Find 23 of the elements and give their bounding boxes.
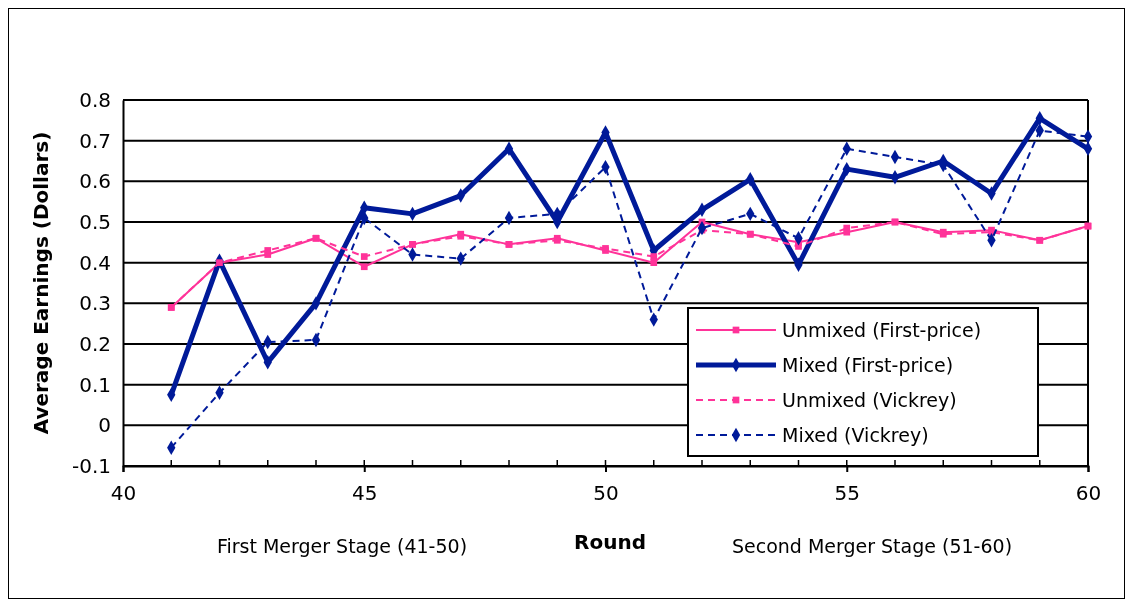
y-tick-label: -0.1 [71,453,111,478]
legend-label: Mixed (Vickrey) [782,424,929,446]
legend-label: Unmixed (First-price) [782,319,982,341]
text: First Merger Stage (41-50) [216,535,468,557]
y-tick-label: 0.6 [79,169,111,194]
y-axis-title: Average Earnings (Dollars) [29,131,53,435]
y-tick-label: 0.1 [79,372,111,397]
x-tick-label: 55 [834,481,860,506]
x-tick-label: 50 [593,481,619,506]
y-tick-label: 0.5 [79,209,111,234]
x-tick-label: 60 [1075,481,1102,506]
x-tick-label: 40 [110,481,137,506]
y-tick-label: 0.3 [79,291,111,316]
y-tick-label: 0.7 [79,128,111,153]
legend-label: Unmixed (Vickrey) [782,389,957,411]
text: Second Merger Stage (51-60) [731,535,1013,557]
y-tick-label: 0.2 [79,331,111,356]
x-axis-title: Round [574,530,646,554]
x-tick-label: 45 [352,481,378,506]
legend-label: Mixed (First-price) [782,354,954,376]
y-tick-label: 0 [98,413,111,438]
y-tick-label: 0.4 [79,250,111,275]
y-tick-label: 0.8 [79,87,111,112]
